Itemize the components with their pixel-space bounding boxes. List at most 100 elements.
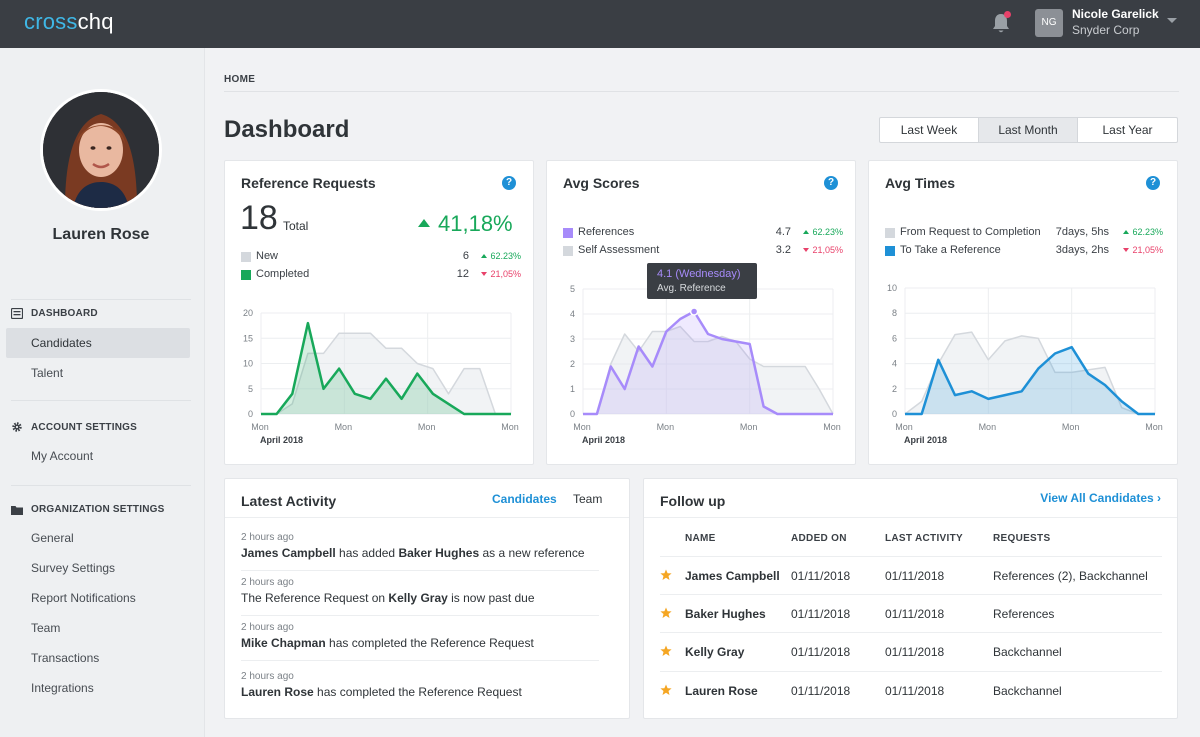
x-tick-label: Mon <box>1145 422 1163 432</box>
nav-item-report-notifications[interactable]: Report Notifications <box>31 591 136 605</box>
range-last-month-button[interactable]: Last Month <box>979 118 1078 142</box>
x-tick-label: Mon <box>823 422 841 432</box>
nav-item-talent[interactable]: Talent <box>31 366 64 380</box>
reference-requests-chart: 0 5 10 15 20 Mon Mon Mon Mon April 2018 <box>243 308 519 445</box>
folder-icon <box>11 505 23 515</box>
table-row[interactable]: Kelly Gray 01/11/2018 01/11/2018 Backcha… <box>660 632 1162 670</box>
y-tick-label: 4 <box>892 359 897 369</box>
avg-times-chart: 0 2 4 6 8 10 Mon Mon Mon Mon April 2018 <box>887 283 1163 445</box>
series-line[interactable] <box>261 321 511 416</box>
column-header-added-on[interactable]: ADDED ON <box>791 533 847 544</box>
nav-item-transactions[interactable]: Transactions <box>31 651 100 665</box>
x-group-label: April 2018 <box>904 435 947 445</box>
range-last-year-button[interactable]: Last Year <box>1102 123 1153 137</box>
nav-item-candidates[interactable]: Candidates <box>6 328 190 358</box>
tab-team[interactable]: Team <box>573 492 603 506</box>
nav-heading-account-settings: ACCOUNT SETTINGS <box>11 421 137 433</box>
chevron-down-icon[interactable] <box>1167 18 1177 23</box>
activity-item[interactable]: 2 hours ago The Reference Request on Kel… <box>241 577 535 605</box>
avg-scores-card: Avg Scores ? References 4.7 62.23% Self … <box>546 160 856 465</box>
tab-candidates[interactable]: Candidates <box>492 492 557 506</box>
arrow-up-icon <box>1123 230 1130 234</box>
avg-times-card: Avg Times ? From Request to Completion 7… <box>868 160 1178 465</box>
highlighted-point[interactable] <box>689 307 699 316</box>
y-tick-label: 2 <box>892 384 897 394</box>
help-icon[interactable]: ? <box>502 176 516 190</box>
help-icon[interactable]: ? <box>1146 176 1160 190</box>
y-tick-label: 3 <box>570 334 575 344</box>
view-all-candidates-link[interactable]: View All Candidates › <box>1040 491 1161 505</box>
y-tick-label: 20 <box>243 308 253 318</box>
card-divider <box>644 517 1177 518</box>
series-area <box>583 311 833 414</box>
column-header-last-activity[interactable]: LAST ACTIVITY <box>885 533 963 544</box>
user-avatar[interactable]: NG <box>1035 9 1063 37</box>
avg-scores-chart: 0 1 2 3 4 5 Mon Mon Mon Mon April 2018 <box>570 284 841 445</box>
star-icon[interactable] <box>660 645 672 657</box>
delta-down: 21,05% <box>803 245 843 255</box>
y-tick-label: 8 <box>892 308 897 318</box>
gear-icon <box>12 422 22 432</box>
table-row[interactable]: Lauren Rose 01/11/2018 01/11/2018 Backch… <box>660 671 1162 709</box>
series-line[interactable] <box>905 345 1155 416</box>
activity-divider <box>241 660 599 661</box>
range-last-week-button[interactable]: Last Week <box>880 118 979 142</box>
nav-item-general[interactable]: General <box>31 531 74 545</box>
legend-swatch <box>885 228 895 238</box>
y-tick-label: 5 <box>570 284 575 294</box>
table-row[interactable]: Baker Hughes 01/11/2018 01/11/2018 Refer… <box>660 594 1162 632</box>
user-name[interactable]: Nicole Garelick <box>1072 7 1159 21</box>
nav-heading-organization-settings: ORGANIZATION SETTINGS <box>11 504 164 515</box>
y-tick-label: 0 <box>892 409 897 419</box>
y-tick-label: 10 <box>243 359 253 369</box>
top-bar: crosschq NG Nicole Garelick Snyder Corp <box>0 0 1200 48</box>
delta-up: 62.23% <box>803 227 843 237</box>
page-title: Dashboard <box>224 116 350 143</box>
series-line[interactable] <box>583 310 833 416</box>
nav-item-survey-settings[interactable]: Survey Settings <box>31 561 116 575</box>
star-icon[interactable] <box>660 684 672 696</box>
nav-item-team[interactable]: Team <box>31 621 61 635</box>
bell-icon[interactable] <box>990 11 1012 35</box>
legend-row-request-to-completion: From Request to Completion 7days, 5hs 62… <box>885 225 1163 241</box>
star-icon[interactable] <box>660 607 672 619</box>
help-icon[interactable]: ? <box>824 176 838 190</box>
card-title: Avg Scores <box>563 175 640 191</box>
card-title: Reference Requests <box>241 175 376 191</box>
legend-row-self-assessment: Self Assessment 3.2 21,05% <box>563 243 843 259</box>
arrow-up-icon <box>803 230 810 234</box>
card-divider <box>225 517 629 518</box>
notification-dot <box>1004 11 1011 18</box>
x-tick-label: Mon <box>895 422 913 432</box>
x-tick-label: Mon <box>501 422 519 432</box>
series-line[interactable] <box>904 331 1155 415</box>
series-area <box>583 326 833 414</box>
sidebar: Lauren Rose DASHBOARD Candidates Talent … <box>0 48 205 737</box>
table-row[interactable]: James Campbell 01/11/2018 01/11/2018 Ref… <box>660 556 1162 594</box>
legend-swatch <box>885 246 895 256</box>
nav-item-my-account[interactable]: My Account <box>31 449 94 463</box>
activity-item[interactable]: 2 hours ago James Campbell has added Bak… <box>241 532 585 560</box>
date-range-toggle: Last Week Last Month Last Year <box>879 117 1178 143</box>
legend-row-take-reference: To Take a Reference 3days, 2hs 21,05% <box>885 243 1163 259</box>
nav-heading-dashboard: DASHBOARD <box>11 308 98 319</box>
nav-item-integrations[interactable]: Integrations <box>31 681 94 695</box>
series-line[interactable] <box>583 325 834 415</box>
crosschq-logo[interactable]: crosschq <box>24 9 114 34</box>
y-tick-label: 10 <box>887 283 897 293</box>
y-tick-label: 2 <box>570 359 575 369</box>
legend-swatch <box>241 252 251 262</box>
activity-item[interactable]: 2 hours ago Mike Chapman has completed t… <box>241 622 534 650</box>
x-tick-label: Mon <box>573 422 591 432</box>
column-header-requests[interactable]: REQUESTS <box>993 533 1051 544</box>
total-label: Total <box>283 219 309 233</box>
legend-swatch <box>563 228 573 238</box>
breadcrumb[interactable]: HOME <box>224 74 256 85</box>
activity-item[interactable]: 2 hours ago Lauren Rose has completed th… <box>241 671 522 699</box>
legend-row-references: References 4.7 62.23% <box>563 225 843 241</box>
series-line[interactable] <box>261 332 511 415</box>
x-tick-label: Mon <box>418 422 436 432</box>
user-org: Snyder Corp <box>1072 23 1140 37</box>
star-icon[interactable] <box>660 569 672 581</box>
column-header-name[interactable]: NAME <box>685 533 716 544</box>
